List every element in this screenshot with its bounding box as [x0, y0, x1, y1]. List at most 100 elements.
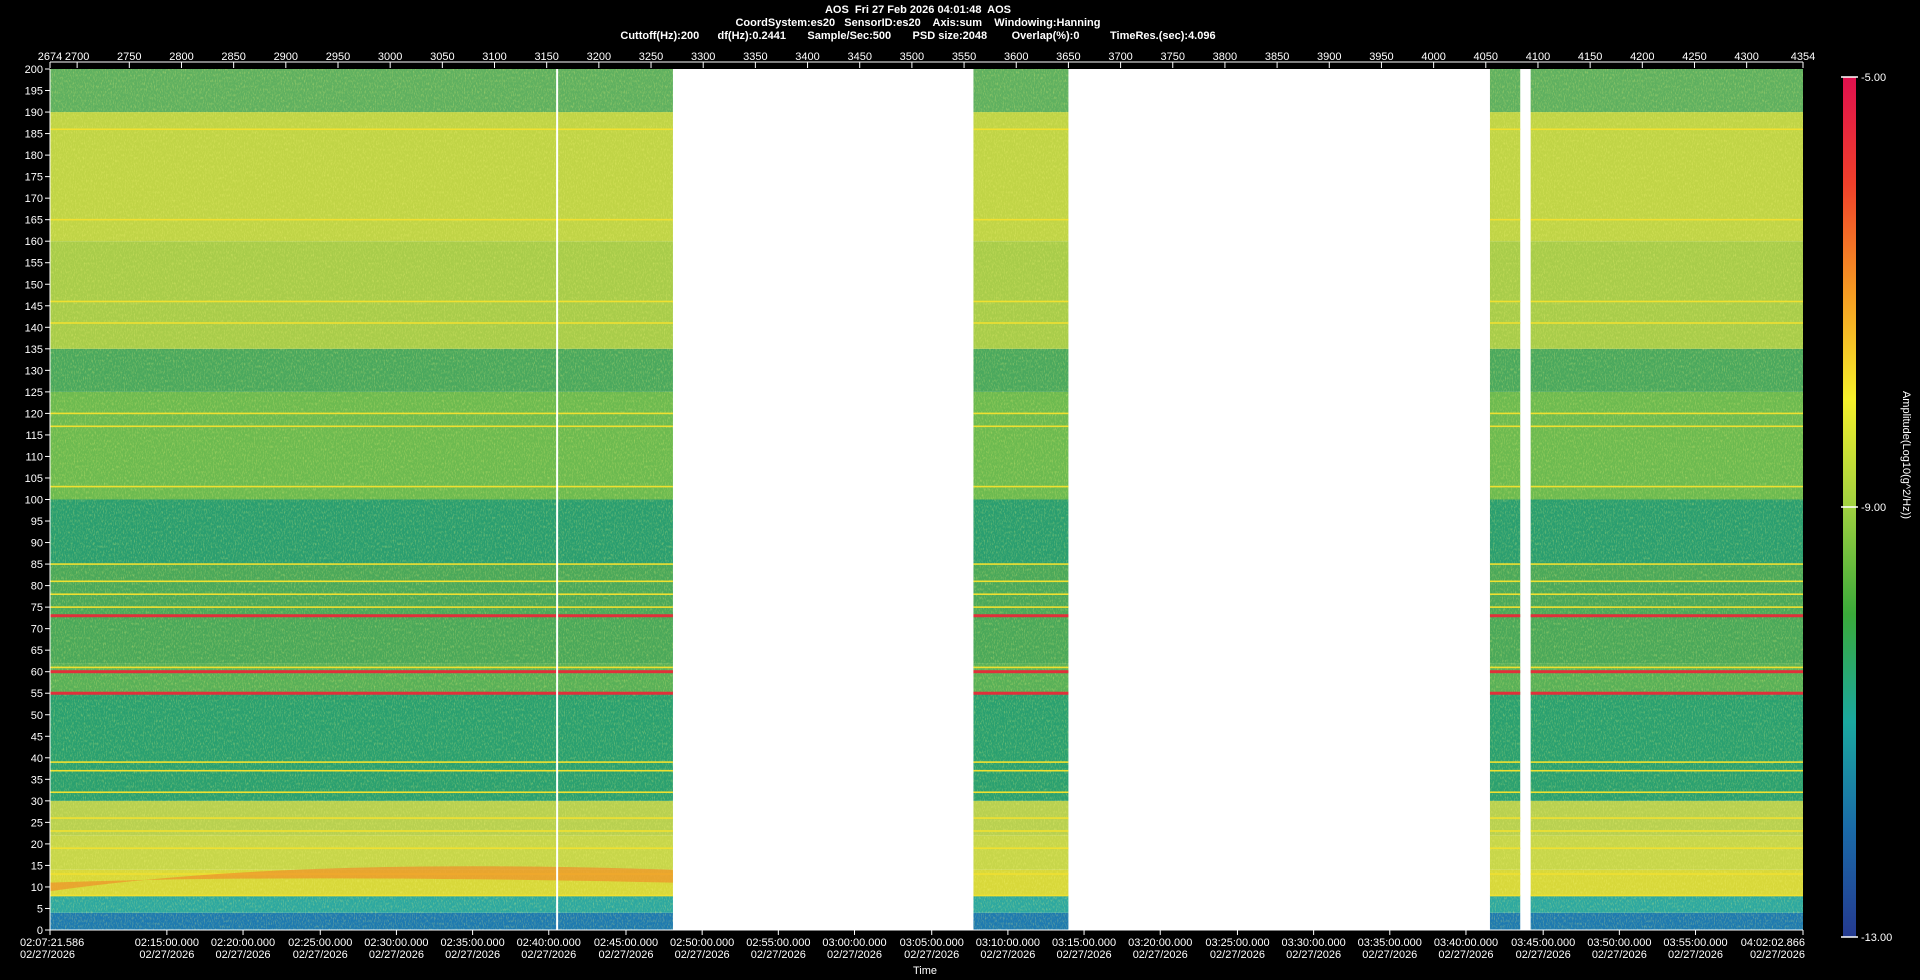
- data-segment: [1489, 69, 1521, 930]
- top-tick-label: 3600: [1004, 51, 1028, 63]
- date-tick-label: 02/27/2026: [1286, 949, 1341, 961]
- time-tick-label: 03:35:00.000: [1358, 937, 1422, 949]
- spectral-line: [1489, 847, 1521, 850]
- chart-title: AOS Fri 27 Feb 2026 04:01:48 AOS: [824, 4, 1012, 16]
- time-tick-label: 03:50:00.000: [1587, 937, 1651, 949]
- time-tick-label: 02:25:00.000: [288, 937, 352, 949]
- time-tick-label: 03:00:00.000: [822, 937, 886, 949]
- spectral-line: [1489, 817, 1521, 819]
- date-tick-label: 02/27/2026: [904, 949, 959, 961]
- spectral-line: [1530, 485, 1803, 488]
- spectral-line: [973, 666, 1069, 669]
- y-tick-label: 175: [25, 172, 43, 184]
- y-tick-label: 70: [31, 624, 43, 636]
- spectral-line: [50, 666, 673, 669]
- top-tick-label: 4300: [1734, 51, 1758, 63]
- top-tick-label: 3850: [1265, 51, 1289, 63]
- y-tick-label: 145: [25, 301, 43, 313]
- time-tick-label: 03:20:00.000: [1128, 937, 1192, 949]
- top-tick-label: 4050: [1474, 51, 1498, 63]
- spectral-line: [973, 691, 1069, 695]
- top-tick-label: 2674: [38, 51, 62, 63]
- date-tick-label: 02/27/2026: [445, 949, 500, 961]
- time-tick-label: 03:15:00.000: [1052, 937, 1116, 949]
- y-tick-label: 65: [31, 645, 43, 657]
- noise-texture: [50, 69, 673, 930]
- date-tick-label: 02/27/2026: [980, 949, 1035, 961]
- top-tick-label: 2750: [117, 51, 141, 63]
- spectral-line: [1530, 761, 1803, 763]
- spectral-line: [1530, 817, 1803, 819]
- top-tick-label: 3800: [1213, 51, 1237, 63]
- colorbar-tick-label: -9.00: [1861, 502, 1886, 514]
- time-tick-label: 02:35:00.000: [440, 937, 504, 949]
- spectral-line: [1489, 894, 1521, 897]
- colorbar-tick-label: -13.00: [1861, 932, 1892, 944]
- time-tick-label: 03:40:00.000: [1434, 937, 1498, 949]
- y-tick-label: 95: [31, 516, 43, 528]
- spectral-line: [1489, 873, 1521, 875]
- spectral-line: [973, 580, 1069, 583]
- top-tick-label: 3150: [534, 51, 558, 63]
- time-tick-label: 02:15:00.000: [135, 937, 199, 949]
- top-tick-label: 4354: [1791, 51, 1815, 63]
- time-tick-label: 02:07:21.586: [20, 937, 84, 949]
- spectral-line: [1530, 769, 1803, 772]
- top-tick-label: 3300: [691, 51, 715, 63]
- time-tick-label: 02:30:00.000: [364, 937, 428, 949]
- spectral-line: [1489, 761, 1521, 763]
- spectral-line: [1530, 691, 1803, 695]
- y-tick-label: 0: [37, 925, 43, 937]
- date-tick-label: 02/27/2026: [598, 949, 653, 961]
- chart-subtitle-params: Cuttoff(Hz):200 df(Hz):0.2441 Sample/Sec…: [620, 30, 1216, 42]
- top-tick-label: 3050: [430, 51, 454, 63]
- spectral-line: [1489, 830, 1521, 832]
- time-tick-label: 04:02:02.866: [1741, 937, 1805, 949]
- noise-texture: [973, 69, 1069, 930]
- date-tick-label: 02/27/2026: [751, 949, 806, 961]
- top-tick-label: 3550: [952, 51, 976, 63]
- y-tick-label: 25: [31, 817, 43, 829]
- spectral-line: [973, 563, 1069, 565]
- date-tick-label: 02/27/2026: [1592, 949, 1647, 961]
- spectral-line: [1530, 593, 1803, 596]
- spectral-line: [1489, 593, 1521, 596]
- y-tick-label: 125: [25, 387, 43, 399]
- y-tick-label: 15: [31, 860, 43, 872]
- top-tick-label: 3200: [587, 51, 611, 63]
- top-tick-label: 3650: [1056, 51, 1080, 63]
- top-tick-label: 3350: [743, 51, 767, 63]
- y-tick-label: 120: [25, 408, 43, 420]
- spectral-line: [50, 670, 673, 674]
- spectral-line: [973, 412, 1069, 415]
- y-tick-label: 165: [25, 215, 43, 227]
- spectral-line: [973, 830, 1069, 832]
- y-tick-label: 170: [25, 193, 43, 205]
- spectral-line: [973, 322, 1069, 324]
- date-tick-label: 02/27/2026: [1516, 949, 1571, 961]
- date-tick-label: 02/27/2026: [521, 949, 576, 961]
- gap-marker-line: [556, 69, 559, 930]
- spectral-line: [1530, 563, 1803, 565]
- spectral-line: [1530, 128, 1803, 131]
- spectral-line: [1489, 614, 1521, 618]
- spectral-line: [50, 300, 673, 303]
- noise-texture: [1530, 69, 1803, 930]
- time-tick-label: 02:50:00.000: [670, 937, 734, 949]
- spectral-line: [973, 847, 1069, 850]
- y-tick-label: 140: [25, 322, 43, 334]
- date-tick-label: 02/27/2026: [1362, 949, 1417, 961]
- spectral-line: [50, 593, 673, 596]
- y-tick-label: 185: [25, 129, 43, 141]
- spectral-line: [1530, 614, 1803, 618]
- y-tick-label: 110: [25, 451, 43, 463]
- y-tick-label: 75: [31, 602, 43, 614]
- date-tick-label: 02/27/2026: [1133, 949, 1188, 961]
- y-tick-label: 10: [31, 882, 43, 894]
- date-tick-label: 02/27/2026: [675, 949, 730, 961]
- spectral-line: [50, 580, 673, 583]
- spectral-line: [973, 425, 1069, 428]
- x-axis-label: Time: [913, 965, 937, 977]
- spectral-line: [50, 322, 673, 324]
